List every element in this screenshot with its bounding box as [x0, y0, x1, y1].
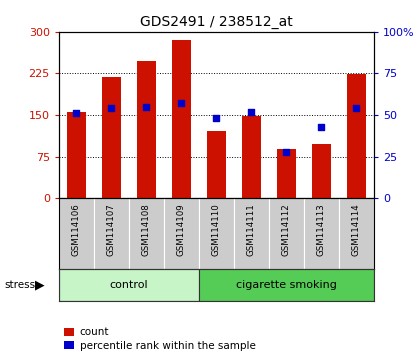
Point — [178, 101, 185, 106]
Bar — [172, 40, 191, 198]
Text: GSM114110: GSM114110 — [212, 204, 221, 257]
Text: GSM114107: GSM114107 — [107, 204, 116, 257]
Bar — [277, 149, 296, 198]
Text: GSM114111: GSM114111 — [247, 204, 256, 257]
Bar — [339, 198, 374, 269]
Point — [213, 115, 220, 121]
Bar — [312, 144, 331, 198]
Point — [248, 109, 255, 115]
Point — [318, 124, 325, 130]
Text: ▶: ▶ — [35, 279, 45, 291]
Bar — [129, 198, 164, 269]
Bar — [199, 269, 374, 301]
Bar — [59, 269, 199, 301]
Text: GSM114112: GSM114112 — [282, 204, 291, 257]
Text: GSM114113: GSM114113 — [317, 204, 326, 257]
Bar — [199, 198, 234, 269]
Text: stress: stress — [4, 280, 35, 290]
Bar — [346, 74, 366, 198]
Point — [283, 149, 290, 154]
Point — [108, 105, 115, 111]
Point — [353, 105, 360, 111]
Title: GDS2491 / 238512_at: GDS2491 / 238512_at — [140, 16, 293, 29]
Bar — [241, 116, 261, 198]
Text: GSM114114: GSM114114 — [352, 204, 361, 257]
Text: GSM114109: GSM114109 — [177, 204, 186, 256]
Point — [73, 110, 80, 116]
Point — [143, 104, 150, 110]
Bar — [269, 198, 304, 269]
Bar — [102, 77, 121, 198]
Bar — [234, 198, 269, 269]
Bar — [304, 198, 339, 269]
Bar — [164, 198, 199, 269]
Text: cigarette smoking: cigarette smoking — [236, 280, 337, 290]
Bar — [67, 112, 86, 198]
Legend: count, percentile rank within the sample: count, percentile rank within the sample — [64, 327, 255, 350]
Text: GSM114108: GSM114108 — [142, 204, 151, 257]
Text: control: control — [110, 280, 148, 290]
Bar — [59, 198, 94, 269]
Bar — [94, 198, 129, 269]
Text: GSM114106: GSM114106 — [72, 204, 81, 257]
Bar — [207, 131, 226, 198]
Bar — [136, 61, 156, 198]
